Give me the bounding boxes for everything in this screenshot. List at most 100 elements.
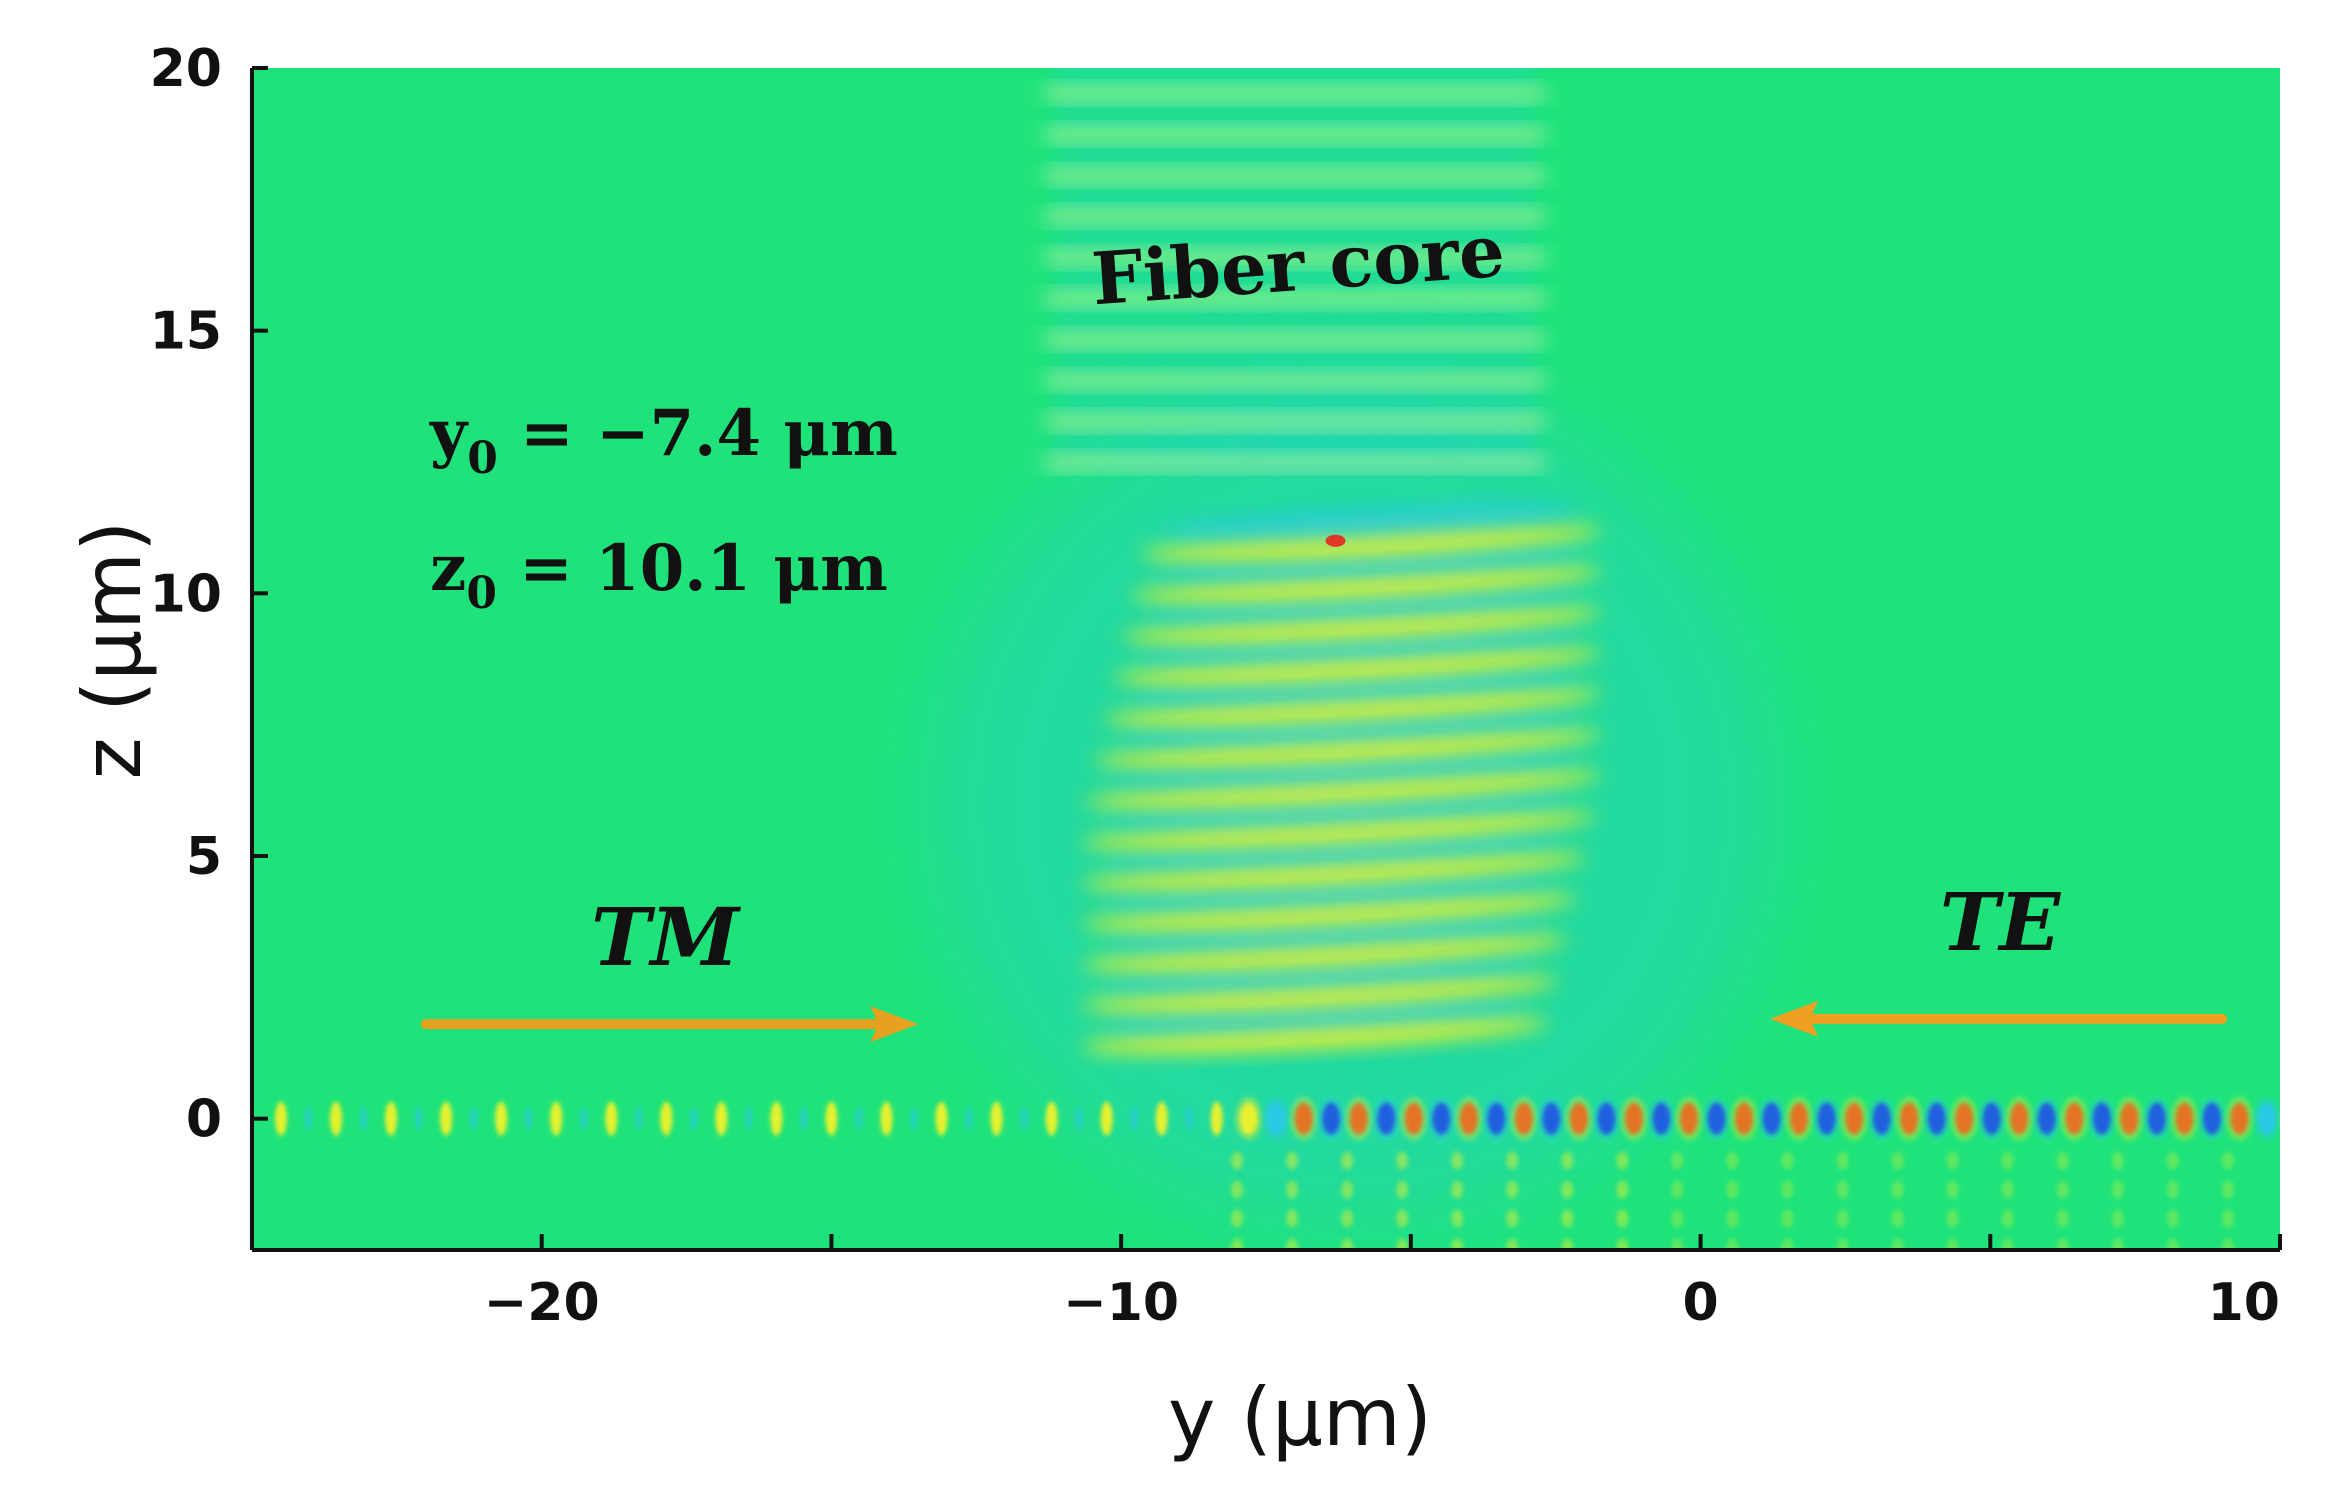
tm-mode-lobe xyxy=(715,1101,728,1136)
te-mode-halo xyxy=(1757,1096,1786,1141)
scatter-lobe xyxy=(1946,1180,1959,1199)
arrow-head-te xyxy=(1770,1000,1819,1037)
scatter-lobe xyxy=(1341,1180,1354,1199)
scatter-lobe xyxy=(1286,1151,1299,1170)
scatter-lobe xyxy=(1726,1180,1739,1199)
te-mode-halo xyxy=(2115,1096,2144,1141)
upper-fringe-light xyxy=(1044,86,1546,101)
scatter-lobe xyxy=(1671,1209,1684,1228)
scatter-lobe xyxy=(1506,1209,1519,1228)
core-fringe-negative xyxy=(1101,832,1566,869)
te-mode-halo xyxy=(1950,1096,1979,1141)
upper-fringe-dark xyxy=(1054,434,1536,449)
scatter-lobe xyxy=(1396,1180,1409,1199)
tm-mode-lobe-negative xyxy=(414,1106,423,1131)
tm-mode-lobe-negative xyxy=(359,1106,368,1131)
upper-fringe-dark xyxy=(1054,311,1536,326)
te-mode-halo xyxy=(1730,1096,1759,1141)
upper-fringe-dark xyxy=(1054,270,1536,285)
tm-mode-lobe xyxy=(660,1101,673,1136)
tm-mode-lobe xyxy=(440,1101,453,1136)
te-mode-halo xyxy=(2252,1096,2280,1141)
y-tick-label: 15 xyxy=(150,302,222,362)
core-fringe-negative xyxy=(1101,791,1576,828)
scatter-lobe xyxy=(1506,1180,1519,1199)
y0-subscript: 0 xyxy=(467,433,498,484)
scatter-lobe xyxy=(1726,1209,1739,1228)
scatter-lobe xyxy=(1506,1238,1519,1250)
te-mode-halo xyxy=(1372,1096,1401,1141)
tm-mode-lobe-negative xyxy=(1075,1106,1084,1131)
te-mode-halo xyxy=(2170,1096,2199,1141)
core-fringe-positive xyxy=(1081,933,1567,972)
te-mode-halo xyxy=(1537,1096,1566,1141)
y-tick-label: 10 xyxy=(150,564,222,624)
scatter-lobe xyxy=(1616,1151,1629,1170)
tm-mode-lobe xyxy=(495,1101,508,1136)
scatter-lobe xyxy=(2001,1209,2014,1228)
x-tick-label: 0 xyxy=(1682,1273,1718,1333)
te-mode-halo xyxy=(2005,1096,2034,1141)
tm-mode-lobe-negative xyxy=(524,1106,533,1131)
scatter-lobe xyxy=(2111,1209,2124,1228)
te-mode-halo xyxy=(1564,1096,1593,1141)
scatter-lobe xyxy=(1671,1238,1684,1250)
tm-mode-lobe xyxy=(274,1101,287,1136)
scatter-lobe xyxy=(1451,1209,1464,1228)
scatter-lobe xyxy=(1286,1209,1299,1228)
x-axis-label: y (μm) xyxy=(1168,1371,1432,1464)
plot-area xyxy=(252,68,2280,1250)
field-pattern xyxy=(274,68,2280,1250)
te-mode-halo xyxy=(1840,1096,1869,1141)
scatter-lobe xyxy=(2111,1180,2124,1199)
y-tick-label: 5 xyxy=(186,827,222,887)
arrow-head-tm xyxy=(870,1006,919,1043)
tm-mode-lobe-negative xyxy=(965,1106,974,1131)
scatter-lobe xyxy=(1396,1238,1409,1250)
scatter-lobe xyxy=(2056,1151,2069,1170)
te-mode-halo xyxy=(2060,1096,2089,1141)
scatter-lobe xyxy=(1451,1238,1464,1250)
scatter-lobe xyxy=(1231,1238,1244,1250)
core-fringe-positive xyxy=(1103,687,1601,726)
y0-annotation: y0 = −7.4 μm xyxy=(429,396,898,484)
core-fringe-positive xyxy=(1113,646,1601,685)
core-fringe-negative xyxy=(1161,505,1582,540)
scatter-lobe xyxy=(1231,1209,1244,1228)
tm-mode-lobe-negative xyxy=(909,1106,918,1131)
scatter-lobe xyxy=(1946,1238,1959,1250)
te-mode-halo xyxy=(2225,1096,2254,1141)
te-mode-halo xyxy=(2142,1096,2171,1141)
scatter-lobe xyxy=(1836,1151,1849,1170)
tm-mode-lobe xyxy=(1045,1101,1058,1136)
tm-mode-lobe-negative xyxy=(1185,1106,1194,1131)
z0-symbol: z xyxy=(430,531,466,606)
tm-mode-lobe xyxy=(825,1101,838,1136)
tm-mode-lobe xyxy=(605,1101,618,1136)
upper-fringe-light xyxy=(1044,291,1546,306)
scatter-lobe xyxy=(1341,1151,1354,1170)
tm-mode-lobe-negative xyxy=(634,1106,643,1131)
scatter-lobe xyxy=(2001,1238,2014,1250)
scatter-lobe xyxy=(1891,1238,1904,1250)
scatter-lobe xyxy=(1726,1238,1739,1250)
scatter-lobe xyxy=(2001,1151,2014,1170)
scatter-lobe xyxy=(1231,1180,1244,1199)
scatter-lobe xyxy=(1781,1151,1794,1170)
y-axis-label: z (μm) xyxy=(66,521,159,780)
tm-mode-lobe xyxy=(935,1101,948,1136)
scatter-lobe xyxy=(1671,1180,1684,1199)
upper-fringe-dark xyxy=(1054,188,1536,203)
scatter-lobe xyxy=(1616,1209,1629,1228)
core-fringe-positive xyxy=(1081,1016,1549,1054)
scatter-lobe xyxy=(1616,1238,1629,1250)
scatter-lobe xyxy=(2221,1180,2234,1199)
te-mode-halo xyxy=(1317,1096,1346,1141)
core-fringe-positive xyxy=(1122,606,1601,644)
te-mode-halo xyxy=(1895,1096,1924,1141)
tm-mode-lobe xyxy=(1100,1101,1113,1136)
te-mode-halo xyxy=(1812,1096,1841,1141)
scatter-lobe xyxy=(2111,1151,2124,1170)
core-fringe-positive xyxy=(1094,728,1601,768)
